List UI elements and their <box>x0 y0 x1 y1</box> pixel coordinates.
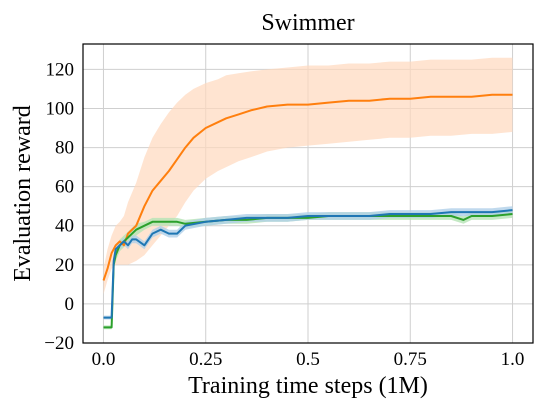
confidence-bands <box>103 57 513 330</box>
y-tick-label: 100 <box>46 98 75 119</box>
y-tick-label: 0 <box>65 294 75 315</box>
series-band-0 <box>103 57 513 295</box>
y-axis-ticks: −20 0 20 40 60 80 100 120 <box>44 59 74 354</box>
y-axis-label: Evaluation reward <box>10 105 36 282</box>
y-tick-label: 40 <box>55 216 74 237</box>
y-tick-label: 60 <box>55 177 74 198</box>
y-tick-label: 80 <box>55 138 74 159</box>
x-tick-label: 1.0 <box>501 349 525 370</box>
x-tick-label: 0.5 <box>296 349 320 370</box>
y-tick-label: 120 <box>46 59 75 80</box>
x-tick-label: 0.75 <box>394 349 427 370</box>
x-tick-label: 0.25 <box>189 349 222 370</box>
x-tick-label: 0.0 <box>92 349 116 370</box>
y-tick-label: −20 <box>44 333 74 354</box>
plot-frame <box>82 43 534 344</box>
series-lines <box>102 93 513 329</box>
x-axis-label: Training time steps (1M) <box>188 373 428 399</box>
x-axis-ticks: 0.0 0.25 0.5 0.75 1.0 <box>92 349 525 370</box>
y-tick-label: 20 <box>55 255 74 276</box>
chart-title: Swimmer <box>261 10 354 36</box>
series-line-2 <box>103 209 513 319</box>
series-band-1 <box>103 210 513 330</box>
